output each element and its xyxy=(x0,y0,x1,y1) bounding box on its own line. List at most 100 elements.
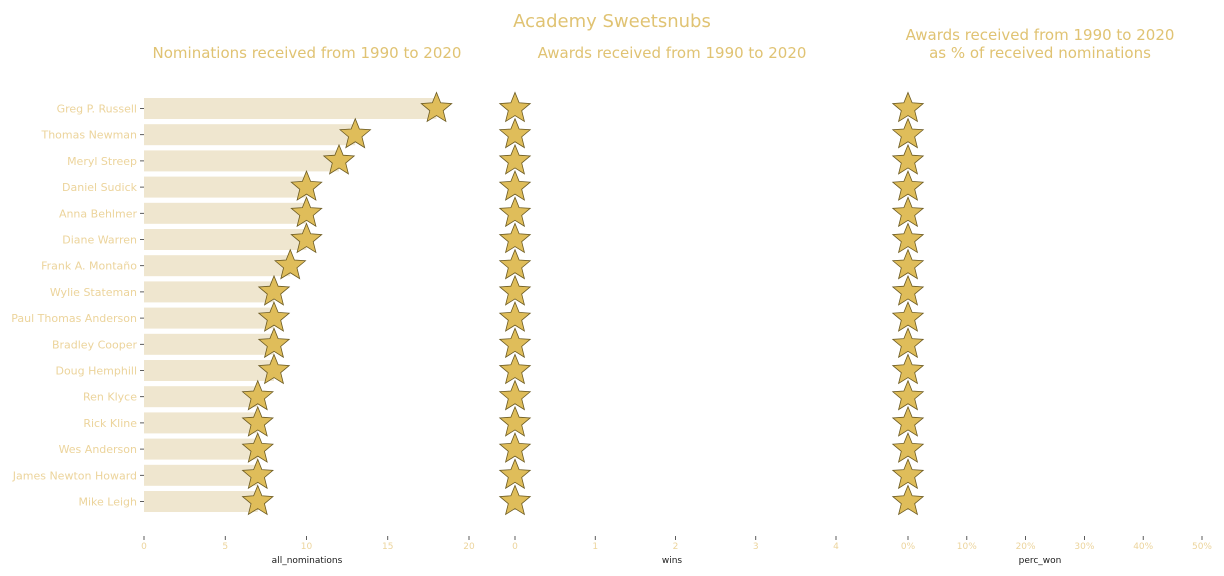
x-tick-label: 2 xyxy=(673,542,679,552)
awards-x-axis-label: wins xyxy=(662,556,683,566)
nomination-bar-wes-anderson xyxy=(144,438,258,460)
x-tick-label: 3 xyxy=(753,542,759,552)
nominations-x-axis-label: all_nominations xyxy=(272,556,343,566)
nomination-bar-greg-p-russell xyxy=(144,98,437,119)
star-marker-frank-a-montano xyxy=(498,248,532,280)
x-tick-label: 10 xyxy=(301,542,313,552)
percent-won-panel-title-line-1: Awards received from 1990 to 2020 xyxy=(906,26,1175,44)
nomination-bar-bradley-cooper xyxy=(144,333,274,355)
star-marker-daniel-sudick xyxy=(498,170,532,201)
nomination-bar-doug-hemphill xyxy=(144,360,274,381)
star-marker-paul-thomas-anderson xyxy=(498,301,532,332)
percent-won-x-axis-label: perc_won xyxy=(1019,556,1062,566)
awards-panel-title: Awards received from 1990 to 2020 xyxy=(538,44,807,62)
star-marker-greg-p-russell xyxy=(891,91,925,123)
category-label: Paul Thomas Anderson xyxy=(11,312,137,325)
x-tick-label: 30% xyxy=(1074,542,1094,552)
nomination-bar-frank-a-montano xyxy=(144,255,291,277)
x-tick-label: 20 xyxy=(463,542,475,552)
star-marker-mike-leigh xyxy=(498,484,532,516)
category-labels: Greg P. Russell Thomas Newman Meryl Streep… xyxy=(11,103,144,509)
star-marker-anna-behlmer xyxy=(290,196,323,228)
nominations-panel-title: Nominations received from 1990 to 2020 xyxy=(153,44,462,62)
nomination-bar-rick-kline xyxy=(144,412,258,434)
nomination-bar-anna-behlmer xyxy=(144,202,307,224)
nomination-bar-wylie-stateman xyxy=(144,281,274,303)
star-marker-meryl-streep xyxy=(891,143,925,175)
category-label: James Newton Howard xyxy=(12,469,137,482)
star-marker-james-newton-howard xyxy=(891,458,925,490)
star-marker-ren-klyce xyxy=(891,379,925,411)
star-marker-meryl-streep xyxy=(498,143,532,175)
star-marker-rick-kline xyxy=(498,405,532,437)
star-marker-doug-hemphill xyxy=(498,353,532,385)
star-marker-wylie-stateman xyxy=(498,274,532,306)
percent-won-panel: Awards received from 1990 to 2020 as % o… xyxy=(891,26,1212,566)
category-label: Wes Anderson xyxy=(59,443,137,456)
star-marker-wes-anderson xyxy=(498,432,532,463)
x-tick-label: 0% xyxy=(901,542,916,552)
star-marker-frank-a-montano xyxy=(274,248,307,280)
percent-won-stars xyxy=(891,91,925,516)
x-tick-label: 4 xyxy=(833,542,839,552)
x-tick-label: 10% xyxy=(957,542,977,552)
nomination-bar-diane-warren xyxy=(144,229,307,250)
percent-won-x-axis: 0% 10% 20% 30% 40% 50% xyxy=(901,536,1212,552)
star-marker-bradley-cooper xyxy=(257,327,291,359)
x-tick-label: 15 xyxy=(382,542,393,552)
awards-x-axis: 0 1 2 3 4 xyxy=(512,536,839,552)
category-label: Greg P. Russell xyxy=(57,103,137,116)
star-marker-ren-klyce xyxy=(241,379,274,411)
x-tick-label: 1 xyxy=(592,542,598,552)
star-marker-frank-a-montano xyxy=(891,248,925,280)
star-marker-thomas-newman xyxy=(891,117,925,149)
nominations-x-axis: 0 5 10 15 20 xyxy=(141,536,475,552)
star-marker-wes-anderson xyxy=(891,432,925,463)
nomination-bar-meryl-streep xyxy=(144,150,339,172)
star-marker-paul-thomas-anderson xyxy=(257,301,291,332)
star-marker-diane-warren xyxy=(498,222,532,254)
star-marker-bradley-cooper xyxy=(891,327,925,359)
star-marker-wylie-stateman xyxy=(891,274,925,306)
star-marker-james-newton-howard xyxy=(241,458,274,490)
x-tick-label: 20% xyxy=(1016,542,1036,552)
nomination-bar-mike-leigh xyxy=(144,491,258,512)
nomination-bar-daniel-sudick xyxy=(144,176,307,198)
star-marker-paul-thomas-anderson xyxy=(891,301,925,332)
star-marker-diane-warren xyxy=(891,222,925,254)
star-marker-bradley-cooper xyxy=(498,327,532,359)
category-label: Mike Leigh xyxy=(78,496,137,509)
star-marker-greg-p-russell xyxy=(498,91,532,123)
star-marker-greg-p-russell xyxy=(420,91,453,123)
star-marker-wylie-stateman xyxy=(257,274,291,306)
nomination-bar-james-newton-howard xyxy=(144,464,258,486)
category-label: Wylie Stateman xyxy=(50,286,137,299)
star-marker-thomas-newman xyxy=(498,117,532,149)
category-label: Daniel Sudick xyxy=(62,181,138,194)
star-marker-daniel-sudick xyxy=(290,170,323,201)
category-label: Ren Klyce xyxy=(83,391,137,404)
nomination-bar-ren-klyce xyxy=(144,386,258,408)
category-label: Frank A. Montaño xyxy=(41,260,137,273)
star-marker-daniel-sudick xyxy=(891,170,925,201)
star-marker-mike-leigh xyxy=(241,484,274,516)
star-marker-thomas-newman xyxy=(339,117,372,149)
x-tick-label: 40% xyxy=(1133,542,1153,552)
star-marker-wes-anderson xyxy=(241,432,274,463)
awards-stars xyxy=(498,91,532,516)
star-marker-james-newton-howard xyxy=(498,458,532,490)
category-label: Meryl Streep xyxy=(67,155,137,168)
star-marker-meryl-streep xyxy=(322,143,356,175)
x-tick-label: 5 xyxy=(222,542,228,552)
star-marker-doug-hemphill xyxy=(257,353,291,385)
star-marker-mike-leigh xyxy=(891,484,925,516)
nominations-stars xyxy=(241,91,453,516)
percent-won-panel-title-line-2: as % of received nominations xyxy=(929,44,1151,62)
x-tick-label: 50% xyxy=(1192,542,1212,552)
x-tick-label: 0 xyxy=(512,542,518,552)
star-marker-anna-behlmer xyxy=(891,196,925,228)
star-marker-anna-behlmer xyxy=(498,196,532,228)
category-label: Diane Warren xyxy=(62,234,137,247)
